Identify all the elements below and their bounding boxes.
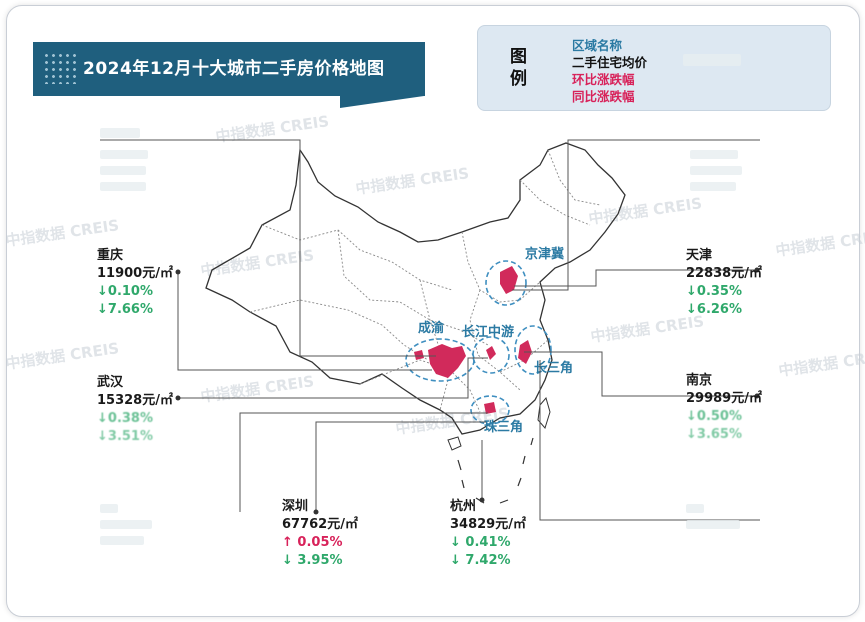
city-area-jingjinji <box>500 266 518 294</box>
city-card-hangzhou: 杭州 34829元/㎡ ↓ 0.41% ↓ 7.42% <box>450 498 526 570</box>
region-label-changjiang: 长江中游 <box>462 324 514 340</box>
leader-line-top-left <box>100 139 436 357</box>
page-title: 2024年12月十大城市二手房价格地图 <box>83 59 385 79</box>
city-yoy: ↓3.51% <box>97 429 153 444</box>
region-label-changsanjiao: 长三角 <box>534 360 573 376</box>
city-card-shenzhen: 深圳 67762元/㎡ ↑ 0.05% ↓ 3.95% <box>282 498 358 570</box>
province-border <box>261 224 453 291</box>
city-mom: ↓0.10% <box>97 284 153 299</box>
region-ring-jingjinji <box>485 260 527 306</box>
city-price: 29989元/㎡ <box>686 391 762 406</box>
legend-title-char: 图 <box>510 47 527 67</box>
city-price: 67762元/㎡ <box>282 517 358 532</box>
city-yoy: ↓3.65% <box>686 427 742 442</box>
leader-dot <box>175 269 181 275</box>
leader-dot <box>754 393 760 399</box>
faded-city-block <box>100 166 146 175</box>
region-label-chengyu: 成渝 <box>418 320 445 336</box>
leader-line-shenzhen <box>239 412 488 512</box>
city-name: 南京 <box>686 373 713 388</box>
city-yoy: ↓7.66% <box>97 302 153 317</box>
faded-city-block <box>100 504 118 513</box>
legend-box: 图 例 区域名称 二手住宅均价 环比涨跌幅 同比涨跌幅 <box>477 25 831 111</box>
region-label-jingjinji: 京津冀 <box>525 246 564 262</box>
leader-line-tianjin <box>514 269 757 287</box>
taiwan-island <box>537 396 551 430</box>
city-name: 天津 <box>686 248 713 263</box>
faded-city-block <box>100 128 140 138</box>
banner-tail <box>340 96 424 108</box>
region-ring-changjiang <box>472 336 510 374</box>
city-name: 重庆 <box>97 248 124 263</box>
legend-mom: 环比涨跌幅 <box>572 72 635 87</box>
leader-line-top-right <box>512 139 760 291</box>
hainan-island <box>447 436 462 451</box>
faded-city-block <box>690 150 738 159</box>
faded-city-block <box>686 520 740 529</box>
faded-city-block <box>690 166 742 175</box>
province-border <box>469 289 521 391</box>
city-card-wuhan: 武汉 15328元/㎡ ↓0.38% ↓3.51% <box>97 374 173 446</box>
region-ring-zhusanjiao <box>470 395 510 425</box>
china-outline <box>205 142 626 435</box>
leader-dot <box>479 497 485 503</box>
city-area-chengyu <box>414 344 466 378</box>
legend-region-name: 区域名称 <box>572 38 623 53</box>
province-border <box>249 299 429 361</box>
title-banner: 2024年12月十大城市二手房价格地图 <box>33 42 425 96</box>
city-card-chongqing: 重庆 11900元/㎡ ↓0.10% ↓7.66% <box>97 247 173 319</box>
city-yoy: ↓6.26% <box>686 302 742 317</box>
faded-city-block <box>690 182 736 191</box>
legend-title: 图 例 <box>510 46 530 90</box>
legend-yoy: 同比涨跌幅 <box>572 89 635 104</box>
city-yoy: ↓ 3.95% <box>282 553 343 568</box>
dot-grid-icon <box>43 52 77 84</box>
leader-dot <box>175 395 181 401</box>
legend-title-char: 例 <box>510 69 527 89</box>
faded-city-block <box>100 536 144 545</box>
south-sea-dashes <box>457 437 534 504</box>
province-border <box>359 359 481 413</box>
city-area-zhusanjiao <box>484 402 496 414</box>
city-name: 深圳 <box>282 499 309 514</box>
city-mom: ↓0.35% <box>686 284 742 299</box>
leader-line-chongqing <box>177 272 432 371</box>
faded-city-block <box>100 520 152 529</box>
province-border <box>461 231 541 303</box>
leader-dot <box>754 267 760 273</box>
city-card-nanjing: 南京 29989元/㎡ ↓0.50% ↓3.65% <box>686 372 762 444</box>
faded-city-block <box>100 182 146 191</box>
faded-city-block <box>100 150 148 159</box>
city-area-changjiang <box>486 346 496 360</box>
city-price: 34829元/㎡ <box>450 517 526 532</box>
city-card-tianjin: 天津 22838元/㎡ ↓0.35% ↓6.26% <box>686 247 762 319</box>
province-border <box>519 179 591 226</box>
city-price: 22838元/㎡ <box>686 266 762 281</box>
leader-dot <box>313 509 319 515</box>
city-mom: ↓0.50% <box>686 409 742 424</box>
region-ring-changsanjiao <box>514 325 552 375</box>
leader-line-wuhan <box>178 357 488 399</box>
faded-city-block <box>686 504 704 513</box>
city-price: 11900元/㎡ <box>97 266 173 281</box>
leader-line-shenzhen-2 <box>315 421 486 512</box>
city-mom: ↑ 0.05% <box>282 535 343 550</box>
city-name: 武汉 <box>97 375 124 390</box>
city-name: 杭州 <box>450 499 477 514</box>
region-label-zhusanjiao: 珠三角 <box>484 419 523 435</box>
city-mom: ↓0.38% <box>97 411 153 426</box>
province-border <box>499 339 549 373</box>
city-yoy: ↓ 7.42% <box>450 553 511 568</box>
faded-legend-text <box>683 54 741 66</box>
city-mom: ↓ 0.41% <box>450 535 511 550</box>
legend-avg-price: 二手住宅均价 <box>572 55 648 70</box>
leader-line-nanjing <box>524 351 757 397</box>
city-price: 15328元/㎡ <box>97 393 173 408</box>
